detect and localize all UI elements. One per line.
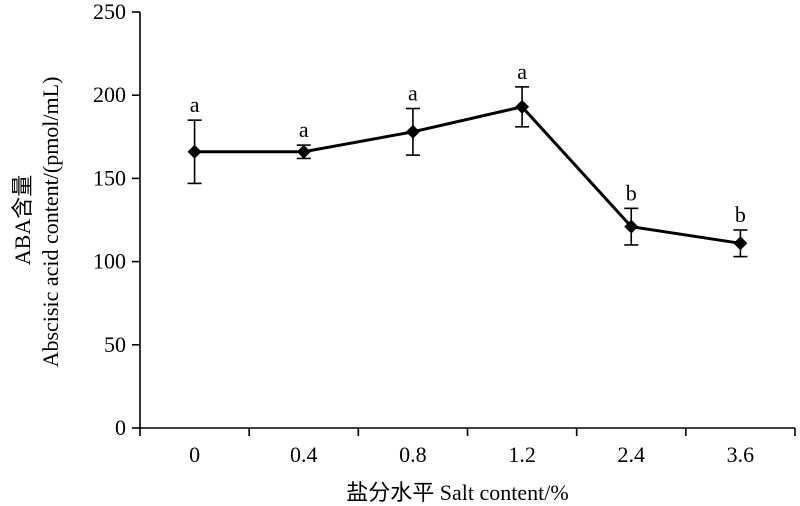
significance-label: b <box>735 202 746 227</box>
x-axis-title: 盐分水平 Salt content/% <box>346 480 568 505</box>
data-point <box>515 99 530 114</box>
y-tick-label: 50 <box>104 332 126 357</box>
significance-label: b <box>626 180 637 205</box>
data-point <box>624 219 639 234</box>
y-tick-label: 100 <box>93 249 126 274</box>
x-tick-label: 2.4 <box>618 442 646 467</box>
axes <box>139 12 795 429</box>
significance-label: a <box>299 117 309 142</box>
x-tick-label: 0.4 <box>290 442 318 467</box>
y-tick-label: 150 <box>93 165 126 190</box>
significance-label: a <box>517 59 527 84</box>
series: a a a a b b <box>187 59 748 258</box>
data-point <box>733 236 748 251</box>
data-point <box>187 144 202 159</box>
x-tick-label: 3.6 <box>727 442 755 467</box>
y-axis-title-line2: Abscisic acid content/(pmol/mL) <box>38 77 63 368</box>
significance-label: a <box>408 81 418 106</box>
x-ticks: 0 0.4 0.8 1.2 2.4 3.6 <box>139 428 796 467</box>
y-tick-label: 0 <box>115 415 126 440</box>
x-tick-label: 0.8 <box>399 442 427 467</box>
significance-label: a <box>190 92 200 117</box>
x-tick-label: 0 <box>189 442 200 467</box>
series-line <box>194 105 741 245</box>
y-tick-label: 250 <box>93 0 126 24</box>
y-axis-title-line1: ABA含量 <box>10 175 35 265</box>
x-tick-label: 1.2 <box>508 442 536 467</box>
data-point <box>296 144 311 159</box>
y-ticks: 0 50 100 150 200 250 <box>93 0 140 440</box>
data-point <box>405 124 420 139</box>
y-tick-label: 200 <box>93 82 126 107</box>
